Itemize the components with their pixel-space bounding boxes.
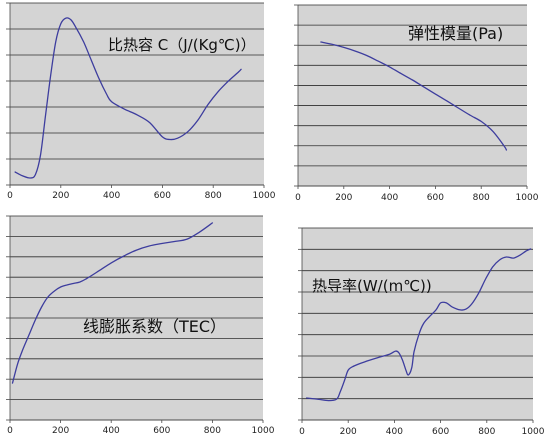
- x-tick-label: 0: [299, 427, 305, 437]
- series-line: [320, 41, 508, 151]
- x-tick-label: 0: [295, 193, 301, 203]
- plot-area: [302, 228, 533, 420]
- x-tick-label: 200: [52, 191, 69, 201]
- x-tick-label: 400: [381, 193, 398, 203]
- chart-4: 0 200 400 600 800 1000 热导率(W/(m℃)): [298, 227, 545, 437]
- chart-title: 线膨胀系数（TEC）: [83, 317, 226, 336]
- x-tick-label: 800: [478, 427, 495, 437]
- chart-title: 弹性模量(Pa): [408, 24, 503, 43]
- chart-1: 0 200 400 600 800 1000 比热容 C（J/(Kg℃)）: [6, 2, 276, 201]
- chart-3: 0 200 400 600 800 1000 线膨胀系数（TEC）: [6, 215, 275, 436]
- x-tick-label: 200: [340, 427, 357, 437]
- plot-area: [298, 5, 527, 186]
- chart-title: 热导率(W/(m℃)): [312, 277, 432, 295]
- x-tick-label: 600: [427, 193, 444, 203]
- series-line: [11, 222, 214, 384]
- chart-title: 比热容 C（J/(Kg℃)）: [108, 36, 256, 54]
- series-line: [14, 17, 242, 179]
- x-tick-label: 800: [205, 191, 222, 201]
- x-tick-label: 1000: [252, 426, 275, 436]
- x-tick-label: 400: [386, 427, 403, 437]
- x-tick-label: 600: [154, 191, 171, 201]
- plot-area: [10, 3, 264, 185]
- x-tick-label: 600: [153, 426, 170, 436]
- chart-2: 0 200 400 600 800 1000 弹性模量(Pa): [294, 4, 539, 203]
- x-tick-label: 1000: [516, 193, 539, 203]
- x-tick-label: 200: [52, 426, 69, 436]
- x-tick-label: 400: [103, 426, 120, 436]
- x-tick-label: 600: [432, 427, 449, 437]
- x-tick-label: 0: [7, 191, 13, 201]
- x-tick-label: 0: [7, 426, 13, 436]
- x-tick-label: 1000: [522, 427, 545, 437]
- x-tick-label: 200: [335, 193, 352, 203]
- x-tick-label: 400: [103, 191, 120, 201]
- x-tick-label: 800: [473, 193, 490, 203]
- x-tick-label: 800: [204, 426, 221, 436]
- x-tick-label: 1000: [253, 191, 276, 201]
- series-line: [305, 248, 532, 402]
